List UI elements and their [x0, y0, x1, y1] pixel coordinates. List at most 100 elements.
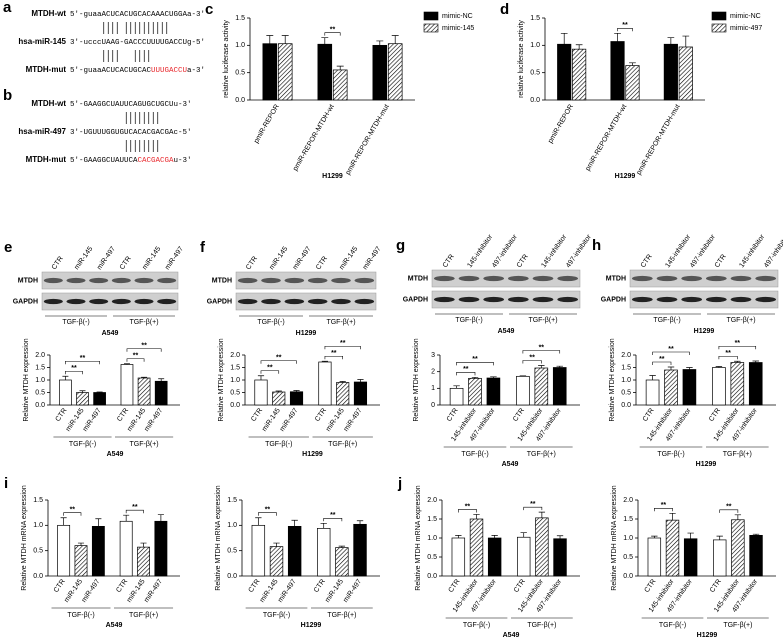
x-tick-label: miR-497	[279, 407, 300, 433]
legend-swatch	[711, 11, 727, 21]
y-tick-label: 1.5	[427, 516, 437, 523]
panel-letter: h	[592, 237, 601, 254]
blot-band	[111, 277, 131, 284]
error-bar	[575, 44, 583, 50]
x-tick-label: pmiR-REPOR	[547, 103, 575, 144]
blot-band	[656, 296, 678, 303]
lane-label: CTR	[245, 255, 259, 271]
blot-band	[331, 277, 351, 284]
significance-label: **	[622, 22, 628, 29]
error-bar	[123, 514, 130, 522]
lane-label: 145-inhibitor	[664, 233, 692, 269]
x-tick-label: pmiR-REPOR-MTDH-mut	[636, 103, 682, 176]
significance-label: **	[267, 365, 273, 372]
bar	[269, 546, 284, 577]
legend-label: mimic-145	[442, 25, 474, 32]
legend-label: mimic-497	[730, 25, 762, 32]
blot-band	[111, 298, 131, 305]
bar	[353, 381, 368, 406]
blot-band	[656, 275, 678, 282]
y-tick-label: 0.5	[427, 554, 437, 561]
sequence: 5'-GAAGGCUAUUCACACGACGAu-3'	[70, 157, 192, 165]
y-tick-label: 0.0	[35, 402, 45, 409]
y-axis-label: Relative MTDH mRNA expression	[415, 485, 422, 591]
blot-band	[458, 296, 480, 303]
bar	[682, 369, 697, 406]
x-axis-label: H1299	[615, 173, 636, 180]
error-bar	[357, 379, 364, 382]
y-axis-label: Relative MTDH mRNA expression	[611, 485, 618, 591]
error-bar	[158, 378, 165, 382]
blot-band	[354, 298, 375, 305]
blot-band	[134, 277, 154, 284]
bar	[120, 364, 134, 406]
significance-label: **	[265, 507, 271, 514]
panel-letter: b	[3, 87, 12, 104]
error-bar	[752, 533, 760, 536]
significance-label: **	[463, 366, 469, 373]
error-bar	[391, 35, 399, 44]
y-tick-label: 1.5	[230, 364, 240, 371]
blot-band	[261, 277, 281, 284]
blot-band	[89, 277, 109, 284]
significance-label: **	[725, 350, 731, 357]
lane-label: 497-inhibitor	[763, 233, 783, 269]
sequence-label: hsa-miR-497	[18, 127, 66, 136]
y-tick-label: 0.5	[623, 554, 633, 561]
y-tick-label: 0.0	[235, 97, 245, 104]
blot-strip	[431, 290, 581, 309]
bar	[552, 367, 567, 406]
bar	[572, 48, 587, 101]
lane-label: CTR	[714, 253, 728, 269]
lane-label: 497-inhibitor	[565, 233, 593, 269]
significance-label: **	[668, 346, 674, 353]
panel-letter: a	[3, 0, 12, 16]
cell-line-label: H1299	[694, 328, 715, 335]
blot-band	[284, 298, 305, 305]
error-bar	[141, 376, 148, 378]
x-axis-label: H1299	[696, 461, 717, 468]
blot-band	[331, 298, 351, 305]
blot-strip	[41, 292, 179, 311]
bar	[254, 379, 268, 406]
y-axis-label: Relative MTDH expression	[609, 338, 616, 421]
group-label: TGF-β(-)	[659, 622, 686, 629]
sequence: 5'-guaaACUCACUGCACAAACUGGAa-3'	[70, 11, 205, 19]
blot-band	[705, 275, 727, 282]
bar	[663, 43, 678, 101]
sequence-label: MTDH-mut	[26, 155, 67, 164]
y-tick-label: 1.0	[235, 42, 245, 49]
bar	[154, 380, 168, 406]
bar	[277, 43, 293, 101]
blot-row-label: MTDH	[408, 275, 428, 282]
blot-row-label: MTDH	[18, 277, 38, 284]
y-tick-label: 1.5	[235, 15, 245, 22]
error-bar	[649, 375, 656, 380]
bar	[731, 519, 745, 577]
blot-strip	[41, 271, 179, 290]
panel-letter: i	[4, 475, 8, 492]
significance-label: **	[141, 343, 147, 350]
sequence-part: a-3'	[187, 67, 205, 75]
bar	[664, 369, 678, 406]
error-bar	[490, 376, 497, 378]
sequence-part: 5'-guaaACUCACUGCAC	[70, 67, 152, 75]
lane-label: CTR	[51, 255, 65, 271]
y-tick-label: 0.0	[623, 573, 633, 580]
error-bar	[556, 365, 563, 368]
error-bar	[320, 522, 327, 529]
significance-bracket	[63, 512, 82, 516]
significance-label: **	[132, 504, 138, 511]
error-bar	[538, 511, 546, 518]
bar	[468, 377, 482, 406]
error-bar	[560, 32, 568, 45]
y-tick-label: 1.0	[227, 522, 237, 529]
bar	[665, 519, 680, 577]
group-label: TGF-β(+)	[326, 319, 355, 326]
error-bar	[257, 375, 265, 380]
y-tick-label: 2.0	[621, 352, 631, 359]
error-bar	[682, 35, 690, 47]
bar	[332, 69, 348, 101]
error-bar	[140, 542, 147, 548]
